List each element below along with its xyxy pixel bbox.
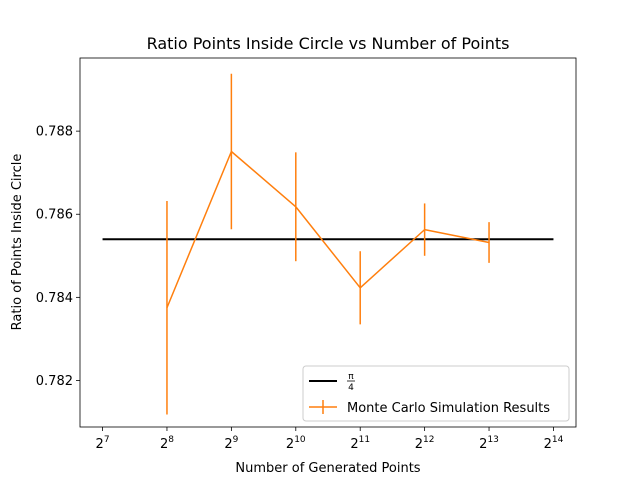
x-tick-label: 210 — [286, 435, 306, 452]
y-tick-label: 0.788 — [36, 125, 73, 140]
chart-title: Ratio Points Inside Circle vs Number of … — [147, 34, 510, 53]
series-line — [166, 150, 490, 309]
x-tick-label: 28 — [160, 435, 174, 452]
y-tick-label: 0.782 — [36, 374, 73, 389]
x-axis-label: Number of Generated Points — [235, 461, 420, 476]
x-tick-label: 213 — [479, 435, 499, 452]
legend: π 4 Monte Carlo Simulation Results — [302, 365, 570, 422]
x-tick-label: 29 — [224, 435, 238, 452]
x-tick-label: 211 — [350, 435, 370, 452]
data-layer — [102, 73, 554, 415]
x-tick-label: 214 — [544, 435, 564, 452]
legend-label-reference-denominator: 4 — [348, 383, 354, 393]
y-axis-label: Ratio of Points Inside Circle — [10, 154, 25, 331]
x-tick-label: 212 — [415, 435, 435, 452]
legend-label-series: Monte Carlo Simulation Results — [347, 401, 550, 416]
legend-box — [302, 365, 570, 422]
plot-frame — [79, 57, 577, 428]
legend-label-reference-numerator: π — [348, 372, 354, 382]
ticks-layer: 27 28 29 210 211 212 213 214 0.782 0.784 0.786 0.78… — [36, 125, 564, 452]
y-tick-label: 0.786 — [36, 208, 73, 223]
x-tick-label: 27 — [96, 435, 110, 452]
y-tick-label: 0.784 — [36, 291, 73, 306]
